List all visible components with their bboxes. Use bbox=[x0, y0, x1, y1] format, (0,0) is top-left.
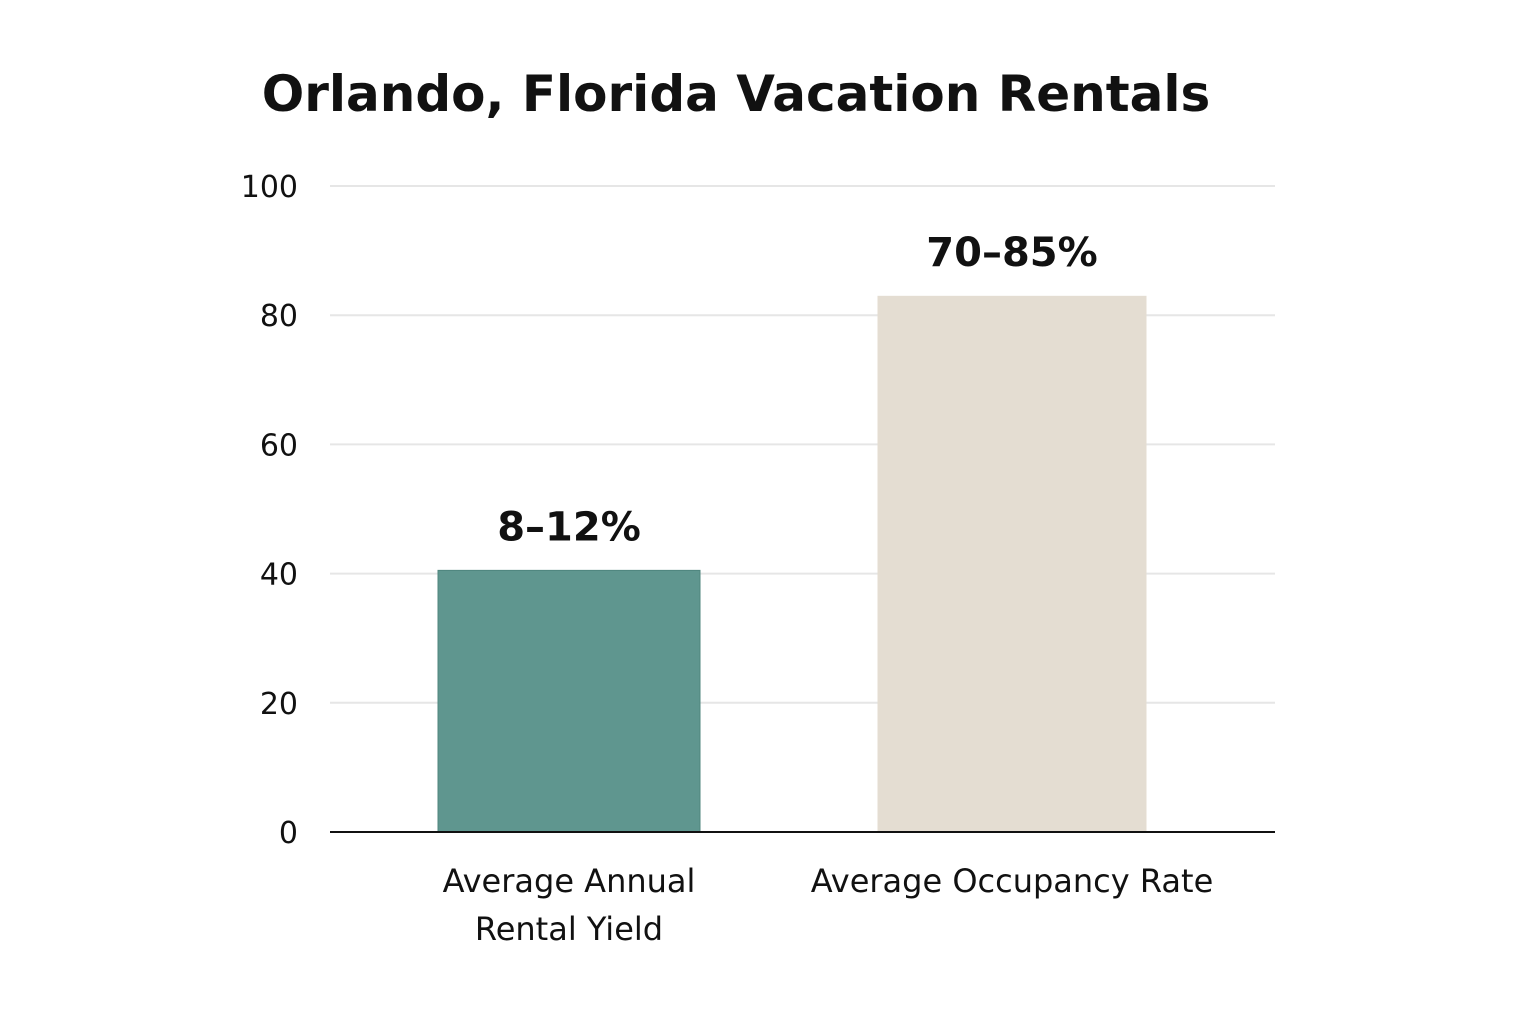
x-tick-label: Average Occupancy Rate bbox=[811, 862, 1214, 900]
data-label: 70–85% bbox=[926, 230, 1097, 276]
x-tick-label: Average Annual bbox=[443, 862, 696, 900]
y-tick-label: 80 bbox=[260, 299, 298, 334]
bar bbox=[877, 295, 1147, 832]
bars: 8–12% 70–85% bbox=[437, 230, 1147, 833]
y-tick-label: 100 bbox=[241, 170, 298, 205]
y-tick-label: 40 bbox=[260, 558, 298, 593]
x-axis: Average Annual Rental Yield Average Occupa… bbox=[443, 862, 1214, 948]
y-tick-label: 20 bbox=[260, 687, 298, 722]
data-label: 8–12% bbox=[497, 504, 641, 550]
chart-title: Orlando, Florida Vacation Rentals bbox=[262, 65, 1211, 123]
y-tick-label: 0 bbox=[279, 816, 298, 851]
y-axis: 0 20 40 60 80 100 bbox=[241, 170, 298, 851]
x-tick-label: Rental Yield bbox=[475, 910, 663, 948]
y-tick-label: 60 bbox=[260, 428, 298, 463]
bar bbox=[437, 569, 701, 833]
